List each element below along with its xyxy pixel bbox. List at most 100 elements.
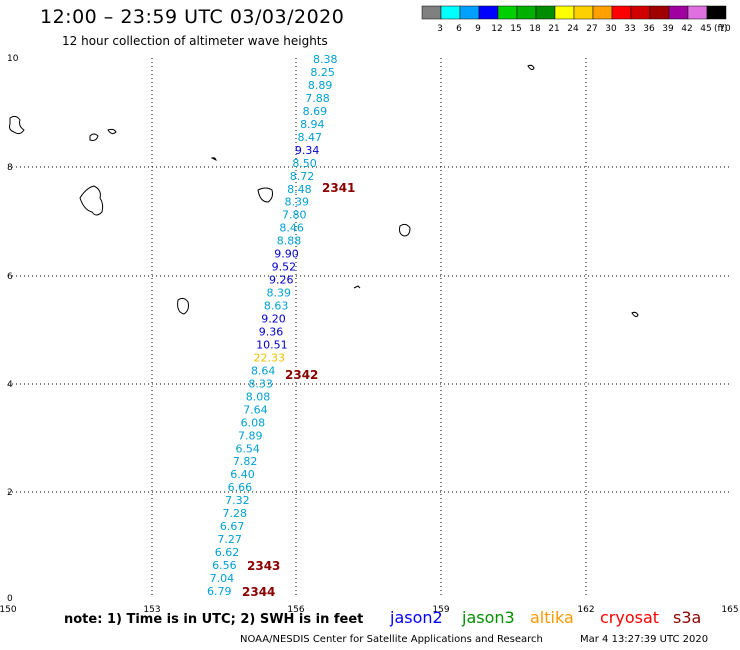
lat-tick-label: 2 (7, 488, 13, 498)
credit-text: NOAA/NESDIS Center for Satellite Applica… (240, 634, 543, 645)
legend-swatch (535, 5, 556, 20)
swh-value-label: 9.90 (274, 248, 299, 261)
legend-label: 24 (567, 24, 579, 34)
island-outline (89, 133, 99, 141)
swh-value-label: 7.04 (210, 572, 235, 585)
lat-tick-label: 4 (7, 380, 13, 390)
legend-swatch (649, 5, 670, 20)
swh-value-label: 6.66 (228, 481, 253, 494)
legend-swatch (573, 5, 594, 20)
swh-value-label: 9.36 (259, 325, 284, 338)
footer-note: note: 1) Time is in UTC; 2) SWH is in fe… (64, 612, 364, 627)
time-label: 2341 (322, 181, 355, 195)
legend-unit: (ft) (714, 24, 728, 34)
swh-value-label: 8.50 (292, 157, 317, 170)
swh-value-label: 8.47 (297, 131, 322, 144)
island-outline (79, 185, 104, 216)
satellite-legend-jason3: jason3 (462, 608, 515, 627)
lat-tick-label: 6 (7, 272, 13, 282)
swh-value-label: 22.33 (254, 351, 286, 364)
lon-tick-label: 162 (577, 605, 594, 615)
swh-value-label: 6.54 (235, 442, 260, 455)
lon-tick-label: 156 (287, 605, 304, 615)
island-outline (257, 187, 273, 203)
swh-value-label: 8.64 (251, 364, 276, 377)
lon-tick-label: 153 (143, 605, 160, 615)
swh-value-label: 7.82 (233, 455, 257, 468)
swh-value-label: 8.46 (279, 222, 304, 235)
swh-value-label: 7.32 (225, 494, 250, 507)
lon-tick-label: 159 (432, 605, 449, 615)
island-outline (399, 223, 411, 237)
legend-swatch (516, 5, 537, 20)
island-outline (353, 285, 361, 289)
legend-label: 36 (643, 24, 655, 34)
legend-swatch (459, 5, 480, 20)
swh-value-label: 8.89 (308, 79, 333, 92)
lat-tick-label: 10 (7, 54, 19, 64)
altimeter-track: 8.388.258.897.888.698.948.479.348.508.72… (207, 53, 338, 598)
legend-swatch (440, 5, 461, 20)
legend-swatch (554, 5, 575, 20)
swh-value-label: 8.25 (310, 66, 335, 79)
satellite-legend-s3a: s3a (673, 608, 702, 627)
swh-value-label: 7.28 (223, 507, 248, 520)
swh-value-label: 8.72 (290, 170, 315, 183)
legend-label: 15 (510, 24, 521, 34)
swh-value-label: 7.64 (243, 403, 268, 416)
legend-swatch (630, 5, 651, 20)
swh-value-label: 6.67 (220, 520, 245, 533)
legend-swatch (611, 5, 632, 20)
time-label: 2344 (242, 585, 275, 599)
swh-value-label: 10.51 (256, 338, 288, 351)
legend-label: 27 (586, 24, 597, 34)
legend-label: 45 (700, 24, 711, 34)
island-outline (631, 311, 639, 318)
swh-value-label: 7.88 (305, 92, 330, 105)
island-outline (210, 157, 217, 161)
map-subtitle: 12 hour collection of altimeter wave hei… (62, 34, 328, 48)
legend-label: 42 (681, 24, 692, 34)
lat-tick-label: 8 (7, 163, 13, 173)
swh-value-label: 6.40 (230, 468, 255, 481)
generated-timestamp: Mar 4 13:27:39 UTC 2020 (580, 634, 709, 645)
lat-lon-grid (8, 58, 730, 598)
legend-swatch (668, 5, 689, 20)
legend-label: 39 (662, 24, 674, 34)
island-outline (9, 115, 25, 135)
swh-value-label: 8.08 (246, 390, 271, 403)
swh-value-label: 8.94 (300, 118, 325, 131)
swh-value-label: 6.08 (241, 416, 265, 429)
legend-swatch (421, 5, 442, 20)
swh-value-label: 6.79 (207, 585, 232, 598)
lon-tick-label: 165 (721, 605, 738, 615)
swh-value-label: 8.48 (287, 183, 312, 196)
satellite-legend-cryosat: cryosat (600, 608, 660, 627)
legend-label: 21 (548, 24, 559, 34)
axis-tick-labels: 150 153 156 159 162 165 0 2 4 6 8 10 (0, 54, 739, 615)
color-legend: 3 6 9 12 15 18 21 24 27 30 33 36 39 42 45 70(ft) (421, 5, 731, 34)
time-label: 2342 (285, 368, 318, 382)
legend-swatch (592, 5, 613, 20)
swh-value-label: 8.38 (313, 53, 338, 66)
swh-value-label: 9.52 (272, 261, 297, 274)
legend-label: 33 (624, 24, 635, 34)
swh-value-label: 8.33 (248, 377, 272, 390)
swh-value-label: 8.63 (264, 300, 289, 313)
swh-value-label: 9.26 (269, 274, 294, 287)
island-outlines (9, 64, 639, 318)
legend-swatch (706, 5, 727, 20)
satellite-legend-jason2: jason2 (390, 608, 443, 627)
time-label: 2343 (247, 559, 280, 573)
legend-label: 3 (437, 24, 443, 34)
island-outline (177, 297, 189, 315)
swh-value-label: 6.62 (215, 546, 240, 559)
swh-value-label: 8.39 (285, 196, 310, 209)
swh-value-label: 9.20 (261, 313, 286, 326)
lat-tick-label: 0 (7, 594, 13, 604)
island-outline (107, 128, 117, 135)
legend-label: 18 (529, 24, 541, 34)
map-title: 12:00 – 23:59 UTC 03/03/2020 (40, 6, 345, 28)
lon-tick-label: 150 (0, 605, 17, 615)
